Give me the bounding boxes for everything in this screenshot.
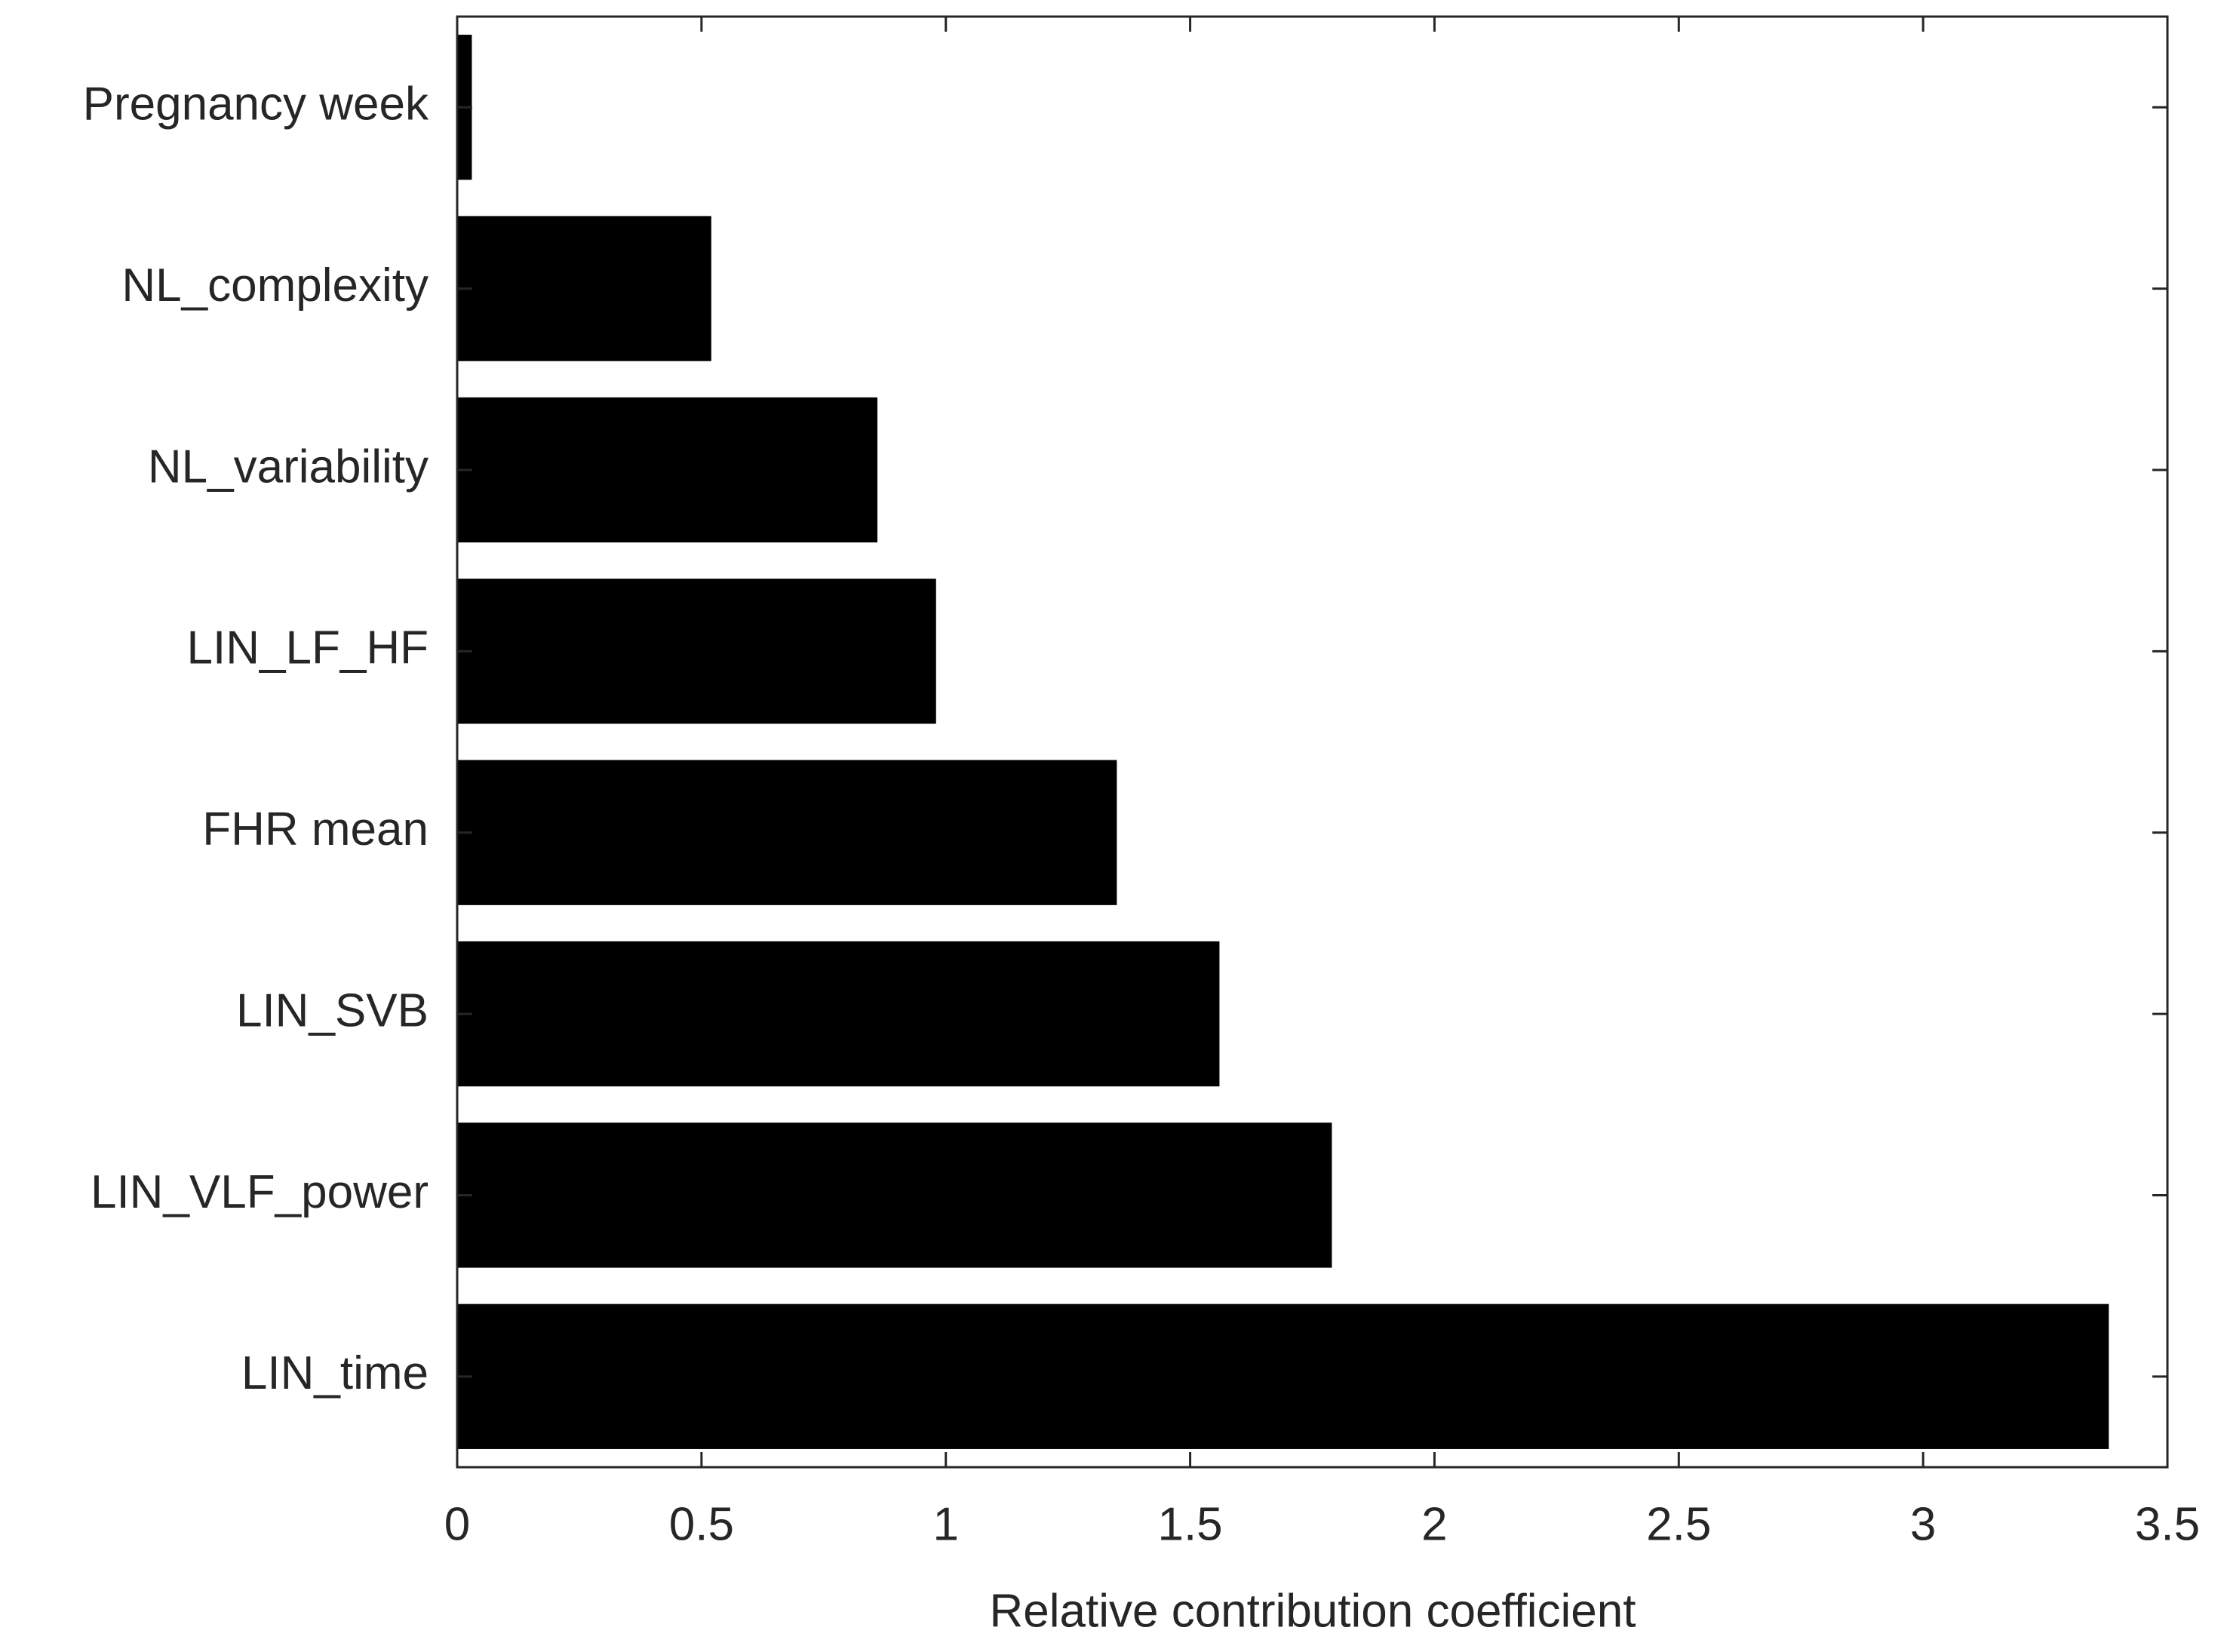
bar xyxy=(457,579,936,724)
x-tick-label: 2 xyxy=(1421,1498,1447,1550)
bar xyxy=(457,397,878,543)
x-tick-label: 3 xyxy=(1910,1498,1936,1550)
x-tick-label: 0.5 xyxy=(669,1498,734,1550)
bar xyxy=(457,941,1220,1087)
bar xyxy=(457,1122,1332,1268)
bar xyxy=(457,760,1117,905)
y-tick-label: NL_complexity xyxy=(121,259,429,312)
y-tick-label: NL_variability xyxy=(148,441,429,493)
bar xyxy=(457,1303,2109,1449)
bar xyxy=(457,216,711,361)
x-tick-label: 0 xyxy=(444,1498,470,1550)
y-tick-label: Pregnancy week xyxy=(83,78,429,131)
x-axis-label: Relative contribution coefficient xyxy=(989,1585,1636,1637)
y-tick-label: LIN_SVB xyxy=(236,984,429,1036)
x-tick-label: 1.5 xyxy=(1157,1498,1222,1550)
plot-frame xyxy=(456,15,2169,1469)
y-tick-label: LIN_LF_HF xyxy=(187,622,429,674)
x-tick-label: 2.5 xyxy=(1646,1498,1711,1550)
y-tick-label: LIN_time xyxy=(241,1347,429,1399)
y-tick-label: LIN_VLF_power xyxy=(91,1166,429,1218)
y-tick-label: FHR mean xyxy=(202,803,429,855)
x-tick-label: 1 xyxy=(932,1498,958,1550)
x-tick-label: 3.5 xyxy=(2135,1498,2200,1550)
